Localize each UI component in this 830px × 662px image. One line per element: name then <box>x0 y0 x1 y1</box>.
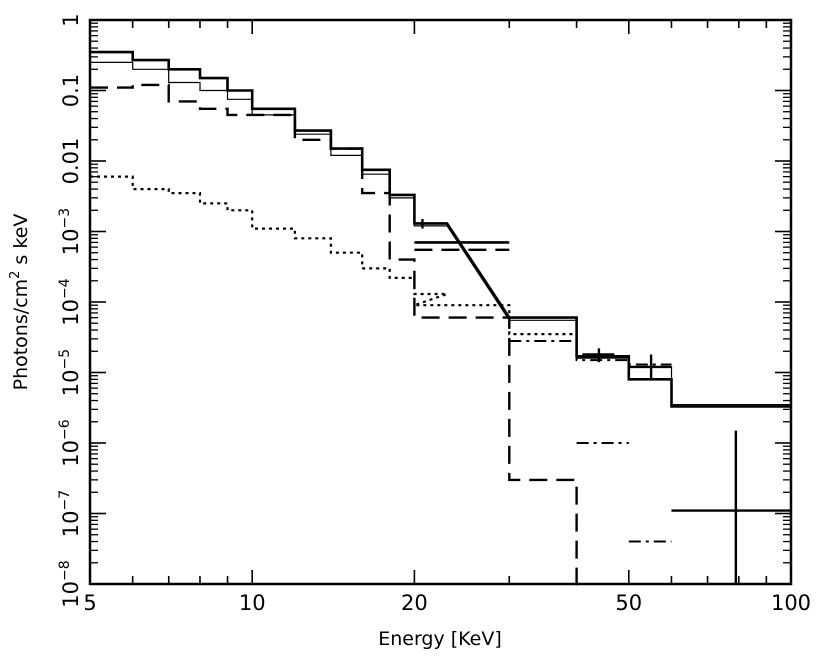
y-tick-label: 1 <box>59 13 83 26</box>
series-line-solid-thick <box>90 50 791 408</box>
series-line-dash-dot <box>509 340 672 366</box>
x-axis-title: Energy [KeV] <box>378 628 502 650</box>
plot-frame <box>88 18 793 586</box>
y-tick-label: 0.01 <box>59 138 83 185</box>
x-tick-label: 100 <box>771 591 811 615</box>
y-tick-label-base: 0.01 <box>59 138 83 185</box>
y-tick-label-exponent: −3 <box>57 208 73 229</box>
y-tick-label: 10−7 <box>57 490 83 537</box>
y-tick-label-exponent: −4 <box>57 278 73 299</box>
series-layer <box>90 50 791 586</box>
y-tick-label: 10−3 <box>57 208 83 255</box>
y-tick-label-base: 10 <box>59 581 83 608</box>
series-solid-thick <box>90 50 791 408</box>
series-line-solid-thin <box>90 61 791 406</box>
series-long-dash <box>90 83 580 586</box>
y-axis-title: Photons/cm2 s keV <box>8 214 32 391</box>
y-tick-label: 10−4 <box>57 278 83 325</box>
series-line-dotted <box>90 175 577 336</box>
y-tick-label: 0.1 <box>59 74 83 107</box>
y-tick-label: 10−6 <box>57 419 83 466</box>
y-tick-label-exponent: −7 <box>57 490 73 511</box>
x-tick-label: 5 <box>83 591 96 615</box>
data-point <box>582 348 615 363</box>
data-point <box>671 430 791 584</box>
y-tick-label-base: 10 <box>59 369 83 396</box>
y-tick-label-base: 10 <box>59 228 83 255</box>
y-axis-title-rest: s keV <box>10 214 32 271</box>
y-axis-title-main: Photons/cm <box>10 279 32 391</box>
series-dash-dot <box>509 340 672 543</box>
series-line-long-dash <box>90 83 580 586</box>
y-tick-label-exponent: −6 <box>57 419 73 440</box>
series-dotted <box>90 175 577 336</box>
ticks-layer <box>89 19 792 585</box>
y-tick-label-exponent: −5 <box>57 349 73 370</box>
y-tick-label-base: 10 <box>59 440 83 467</box>
y-tick-label-base: 10 <box>59 510 83 537</box>
y-tick-label-base: 1 <box>59 13 83 26</box>
x-tick-labels: 5 10 20 50 100 <box>83 591 811 615</box>
y-tick-label: 10−5 <box>57 349 83 396</box>
x-tick-label: 20 <box>401 591 428 615</box>
x-tick-label: 10 <box>239 591 266 615</box>
x-tick-label: 50 <box>615 591 642 615</box>
y-tick-label-exponent: −8 <box>57 560 73 581</box>
series-solid-thin <box>90 61 791 406</box>
data-point <box>628 354 672 380</box>
y-axis-title-superscript: 2 <box>8 271 23 279</box>
data-point <box>414 219 448 229</box>
y-tick-label-base: 0.1 <box>59 74 83 107</box>
data-points-layer <box>414 219 791 584</box>
y-tick-label-base: 10 <box>59 299 83 326</box>
y-tick-label: 10−8 <box>57 560 83 607</box>
